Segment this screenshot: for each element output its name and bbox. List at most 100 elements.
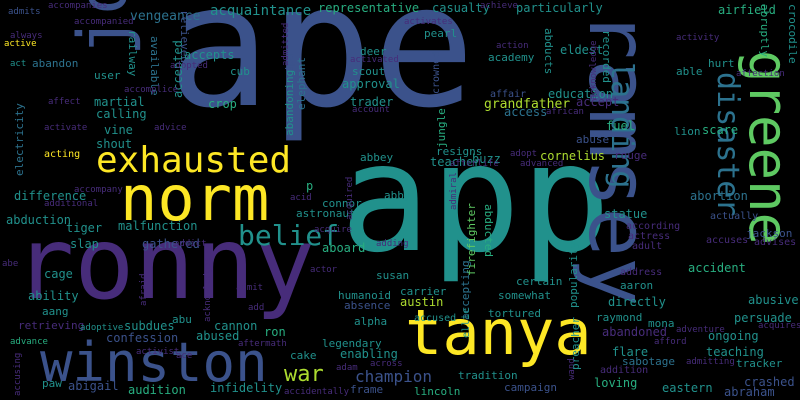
word: acknowledge xyxy=(589,40,599,100)
word: tanya xyxy=(405,296,592,369)
word: abuse xyxy=(576,133,610,146)
word: confession xyxy=(106,331,179,345)
word: airfield xyxy=(718,3,776,17)
word: susan xyxy=(376,269,410,282)
word: aang xyxy=(42,305,69,318)
word: adopted xyxy=(170,61,208,71)
word: crocodile xyxy=(786,4,799,64)
word: adult xyxy=(632,241,663,252)
word: admit xyxy=(236,283,264,293)
word: difference xyxy=(14,189,87,203)
word: recorded xyxy=(600,30,613,83)
word: abby xyxy=(384,189,411,202)
word: african xyxy=(546,107,584,117)
word: slap xyxy=(70,237,99,251)
word: belief xyxy=(238,219,340,252)
word: abandoned xyxy=(602,325,668,339)
word: actor xyxy=(310,265,338,275)
word: aboard xyxy=(322,241,366,255)
word: abbey xyxy=(360,151,394,164)
word: accident xyxy=(688,261,746,275)
word: acquaintance xyxy=(210,3,312,19)
word: activist xyxy=(136,347,180,357)
word: abandon xyxy=(32,57,79,70)
word: teaching xyxy=(706,345,764,359)
word: accept xyxy=(576,95,620,109)
word: directly xyxy=(608,295,666,309)
word: enabling xyxy=(340,347,398,361)
word: infidelity xyxy=(210,381,283,395)
word: electricity xyxy=(13,103,26,176)
word: advice xyxy=(154,123,187,133)
word: activates xyxy=(404,17,453,27)
word: approval xyxy=(342,77,400,91)
word: academy xyxy=(488,51,535,64)
word: exhausted xyxy=(96,140,292,181)
word: cage xyxy=(44,267,73,281)
word: accompany xyxy=(74,185,123,195)
word: teacher xyxy=(430,155,481,169)
word: mona xyxy=(648,317,675,330)
word: aftermath xyxy=(238,339,287,349)
word: cannon xyxy=(214,319,258,333)
word: certain xyxy=(516,275,563,288)
word: act xyxy=(10,59,27,69)
word: acquired xyxy=(345,176,355,220)
word: abducts xyxy=(542,28,555,75)
word: adam xyxy=(336,363,358,373)
word: acquires xyxy=(758,321,800,331)
word: abraham xyxy=(724,385,775,399)
word: connor xyxy=(322,197,362,210)
word: ace xyxy=(176,351,193,361)
word: scare xyxy=(702,123,739,137)
word: loving xyxy=(594,376,638,390)
word: crowned xyxy=(431,51,442,94)
word: deer xyxy=(360,45,387,58)
word: address xyxy=(620,267,663,278)
word: add xyxy=(248,303,265,313)
word: tradition xyxy=(458,369,518,382)
word: activity xyxy=(676,33,720,43)
word: humanoid xyxy=(338,289,391,302)
word: ability xyxy=(28,289,79,303)
word: addict xyxy=(174,239,207,249)
word: jackson xyxy=(746,227,793,240)
word: abruptly xyxy=(758,4,771,57)
word: across xyxy=(370,359,403,369)
word: vengeance xyxy=(130,9,201,24)
word: ronny xyxy=(14,205,316,322)
word: resigns xyxy=(436,145,483,158)
word: accomplice xyxy=(124,85,179,95)
word: tracker xyxy=(736,357,783,370)
word: action xyxy=(496,41,529,51)
word: acting xyxy=(44,149,81,160)
word: activate xyxy=(44,123,88,133)
word: flare xyxy=(612,345,649,359)
word: statue xyxy=(604,207,648,221)
word: railway xyxy=(126,30,139,77)
word: paw xyxy=(42,377,62,390)
word: eldest xyxy=(560,43,604,57)
word: education xyxy=(548,87,614,101)
word: particularly xyxy=(516,1,603,15)
word: crop xyxy=(208,97,237,111)
word: according xyxy=(626,221,681,232)
word: abused xyxy=(196,329,240,343)
word: app xyxy=(340,112,611,286)
word: afraid xyxy=(139,273,149,306)
word: abandoning xyxy=(283,69,296,136)
word: tiger xyxy=(66,221,103,235)
word: affect xyxy=(48,97,81,107)
word: adopt xyxy=(510,149,538,159)
word: austin xyxy=(400,295,444,309)
word: active xyxy=(4,39,37,49)
word: accused xyxy=(414,313,457,324)
word: ape xyxy=(168,0,476,146)
word: cake xyxy=(290,349,317,362)
word: abducted xyxy=(482,204,495,257)
word: audition xyxy=(128,383,186,397)
word: shout xyxy=(96,137,133,151)
word: carrier xyxy=(400,285,447,298)
word: afford xyxy=(654,337,687,347)
word: representative xyxy=(318,1,420,15)
